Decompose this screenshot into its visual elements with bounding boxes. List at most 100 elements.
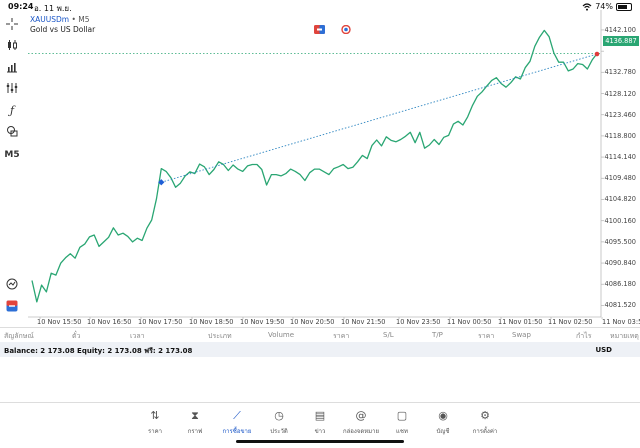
- column-header[interactable]: ราคา: [333, 332, 350, 340]
- tab-settings[interactable]: ⚙ การตั้งค่า: [465, 409, 505, 436]
- trade-icon: ⟋: [233, 409, 241, 422]
- price-tick-label: 4095.500: [604, 237, 636, 246]
- column-header[interactable]: Swap: [512, 331, 531, 339]
- one-click-chart-icon[interactable]: [4, 276, 20, 292]
- wifi-icon: [582, 2, 592, 11]
- mailbox-icon: @: [355, 409, 367, 422]
- price-tick-label: 4128.120: [604, 89, 636, 98]
- tab-label: การตั้งค่า: [472, 428, 498, 435]
- history-icon: ◷: [274, 409, 284, 422]
- function-icon[interactable]: ƒ: [9, 103, 15, 117]
- symbol-name[interactable]: XAUUSDm: [30, 15, 70, 24]
- tab-label: การซื้อขาย: [222, 428, 252, 435]
- symbol-description: Gold vs US Dollar: [30, 25, 96, 34]
- trade-panel-icon[interactable]: [4, 298, 20, 314]
- price-chart[interactable]: [0, 0, 640, 330]
- chart-title-icons: [314, 19, 354, 38]
- tab-label: ราคา: [148, 428, 162, 435]
- tab-quotes[interactable]: ⇅ ราคา: [135, 409, 175, 436]
- time-tick-label: 10 Nov 19:50: [240, 318, 285, 326]
- price-tick-label: 4109.480: [604, 174, 636, 183]
- time-tick-label: 11 Nov 01:50: [498, 318, 543, 326]
- tab-label: ข่าว: [314, 428, 326, 435]
- price-tick-label: 4118.800: [604, 131, 636, 140]
- status-bar: 09:24 อ. 11 พ.ย. 74%: [0, 0, 640, 14]
- trendline-start-marker: [158, 179, 165, 186]
- price-tick-label: 4100.160: [604, 216, 636, 225]
- balance-row: Balance: 2 173.08 Equity: 2 173.08 ฟรี: …: [0, 342, 640, 357]
- tab-label: กราฟ: [187, 428, 203, 435]
- tab-label: ประวัติ: [270, 428, 288, 435]
- timeframe-name: M5: [78, 15, 90, 24]
- column-header[interactable]: สัญลักษณ์: [4, 332, 34, 340]
- column-header[interactable]: เวลา: [130, 332, 145, 340]
- price-tick-label: 4123.460: [604, 110, 636, 119]
- quotes-icon: ⇅: [150, 409, 160, 422]
- battery-fill: [618, 4, 627, 9]
- status-right: 74%: [582, 2, 632, 11]
- column-header[interactable]: T/P: [432, 331, 443, 339]
- column-header[interactable]: ประเภท: [208, 332, 232, 340]
- battery-icon: [616, 2, 632, 11]
- account-icon: ◉: [438, 409, 448, 422]
- time-tick-label: 10 Nov 21:50: [341, 318, 386, 326]
- tab-chart[interactable]: ⧗ กราฟ: [175, 409, 215, 436]
- time-tick-label: 10 Nov 17:50: [138, 318, 183, 326]
- status-date: อ. 11 พ.ย.: [34, 4, 72, 13]
- balance-text: Balance: 2 173.08 Equity: 2 173.08 ฟรี: …: [4, 347, 193, 355]
- column-header[interactable]: กำไร: [576, 332, 592, 340]
- battery-percent: 74%: [595, 2, 613, 11]
- trendline: [161, 53, 598, 183]
- tab-label: กล่องจดหมาย: [342, 428, 380, 435]
- price-tick-label: 4132.780: [604, 68, 636, 77]
- tab-history[interactable]: ◷ ประวัติ: [259, 409, 299, 436]
- candles-icon[interactable]: [4, 37, 20, 53]
- tab-label: บัญชี: [436, 428, 450, 435]
- one-click-trading-icon[interactable]: [314, 25, 325, 34]
- price-tick-label: 4142.100: [604, 25, 636, 34]
- time-tick-label: 10 Nov 20:50: [290, 318, 335, 326]
- chart-icon: ⧗: [191, 409, 199, 422]
- settings-icon: ⚙: [480, 409, 490, 422]
- home-indicator: [236, 440, 404, 443]
- time-tick-label: 11 Nov 00:50: [447, 318, 492, 326]
- time-tick-label: 10 Nov 18:50: [189, 318, 234, 326]
- time-tick-label: 11 Nov 03:50: [602, 318, 640, 326]
- tab-trade[interactable]: ⟋ การซื้อขาย: [217, 409, 257, 436]
- price-tick-label: 4114.140: [604, 153, 636, 162]
- column-header[interactable]: S/L: [383, 331, 394, 339]
- tab-chat[interactable]: ▢ แชท: [382, 409, 422, 436]
- timeframe-button[interactable]: M5: [4, 150, 20, 160]
- crosshair-icon[interactable]: [4, 16, 20, 32]
- tab-mailbox[interactable]: @ กล่องจดหมาย: [341, 409, 381, 436]
- price-tick-label: 4104.820: [604, 195, 636, 204]
- tab-account[interactable]: ◉ บัญชี: [423, 409, 463, 436]
- column-header[interactable]: Volume: [268, 331, 295, 339]
- chart-header: XAUUSDm • M5 Gold vs US Dollar: [30, 15, 95, 35]
- objects-icon[interactable]: [4, 123, 20, 139]
- price-series-line: [31, 29, 598, 303]
- signal-icon[interactable]: [341, 24, 351, 35]
- chat-icon: ▢: [396, 409, 408, 422]
- time-tick-label: 10 Nov 16:50: [87, 318, 132, 326]
- time-tick-label: 10 Nov 15:50: [37, 318, 82, 326]
- price-tick-label: 4090.840: [604, 259, 636, 268]
- column-header[interactable]: ราคา: [478, 332, 495, 340]
- account-currency: USD: [595, 346, 612, 354]
- status-time: 09:24: [8, 2, 34, 11]
- indicators-icon[interactable]: [4, 80, 20, 96]
- title-separator: •: [69, 15, 79, 24]
- column-header[interactable]: หมายเหตุ: [610, 332, 639, 340]
- tab-news[interactable]: ▤ ข่าว: [300, 409, 340, 436]
- time-tick-label: 10 Nov 23:50: [396, 318, 441, 326]
- bar-chart-icon[interactable]: [4, 59, 20, 75]
- current-price-label: 4136.887: [603, 36, 639, 46]
- trendline-end-marker: [594, 51, 600, 57]
- column-header[interactable]: ตั๋ว: [72, 332, 81, 340]
- time-tick-label: 11 Nov 02:50: [548, 318, 593, 326]
- price-tick-label: 4081.520: [604, 301, 636, 310]
- price-tick-label: 4086.180: [604, 280, 636, 289]
- tab-label: แชท: [396, 428, 408, 435]
- trade-table-header: สัญลักษณ์ ตั๋ว เวลา ประเภท Volume ราคา S/L T/P ร…: [0, 327, 640, 342]
- news-icon: ▤: [314, 409, 326, 422]
